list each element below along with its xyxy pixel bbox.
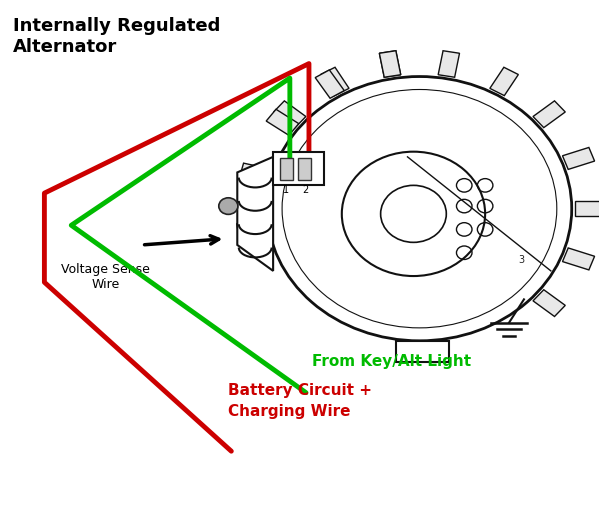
Polygon shape (533, 290, 565, 316)
Text: From Key/Alt Light: From Key/Alt Light (312, 354, 471, 369)
Polygon shape (562, 147, 595, 169)
Text: 1: 1 (283, 185, 289, 195)
Polygon shape (266, 109, 299, 135)
Text: 3: 3 (518, 255, 524, 265)
Polygon shape (490, 67, 518, 96)
Bar (273, 152, 324, 185)
Bar (298, 158, 311, 180)
Text: Internally Regulated
Alternator: Internally Regulated Alternator (13, 17, 221, 56)
Text: Voltage Sense
Wire: Voltage Sense Wire (61, 263, 151, 291)
Circle shape (219, 198, 238, 214)
Bar (280, 158, 293, 180)
Polygon shape (533, 101, 565, 128)
Polygon shape (379, 51, 401, 77)
Text: Battery Circuit +
Charging Wire: Battery Circuit + Charging Wire (229, 383, 373, 419)
Polygon shape (274, 101, 306, 128)
Polygon shape (575, 202, 600, 216)
Polygon shape (320, 67, 349, 96)
Text: 2: 2 (302, 185, 308, 195)
Polygon shape (379, 51, 401, 77)
Polygon shape (237, 220, 267, 238)
Polygon shape (315, 70, 344, 98)
Polygon shape (395, 341, 449, 362)
Polygon shape (438, 51, 460, 77)
Polygon shape (239, 163, 271, 183)
Polygon shape (237, 157, 273, 271)
Polygon shape (562, 248, 595, 270)
